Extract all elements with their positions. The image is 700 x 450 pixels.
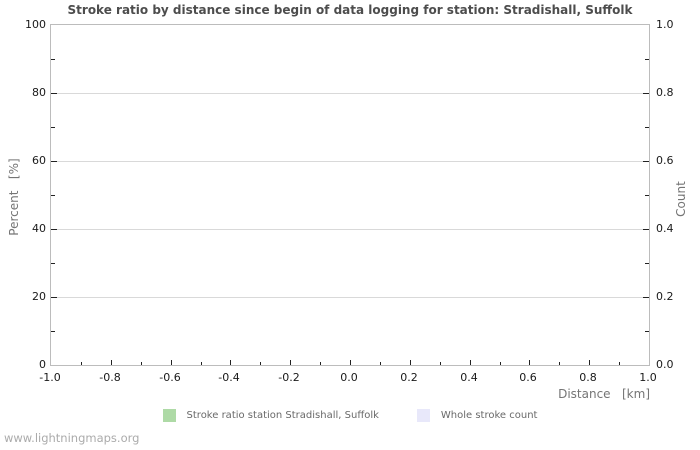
stroke-ratio-swatch (162, 409, 176, 422)
legend-item-whole-stroke-count: Whole stroke count (416, 409, 538, 422)
y-major-tick-right (643, 229, 649, 230)
y-minor-tick-right (645, 331, 649, 332)
legend-item-stroke-ratio: Stroke ratio station Stradishall, Suffol… (162, 409, 379, 422)
whole-stroke-count-swatch (416, 409, 430, 422)
x-major-tick (111, 360, 112, 365)
y-major-tick-left (51, 93, 57, 94)
gridline (51, 297, 649, 298)
y-minor-tick-left (51, 59, 55, 60)
x-minor-tick (81, 362, 82, 365)
y-major-tick-right (643, 297, 649, 298)
y-axis-left-tick-label: 100 (25, 18, 46, 31)
chart-title: Stroke ratio by distance since begin of … (67, 3, 633, 17)
y-axis-right-tick-label: 0.8 (656, 86, 674, 99)
x-major-tick (410, 360, 411, 365)
y-minor-tick-right (645, 263, 649, 264)
y-major-tick-left (51, 297, 57, 298)
x-major-tick (529, 360, 530, 365)
x-axis-tick-label: -1.0 (39, 371, 61, 384)
x-axis-tick-label: 1.0 (639, 371, 657, 384)
x-axis-tick-label: 0.4 (460, 371, 478, 384)
watermark-link[interactable]: www.lightningmaps.org (4, 431, 140, 445)
legend: Stroke ratio station Stradishall, Suffol… (0, 409, 700, 422)
x-major-tick (230, 360, 231, 365)
x-axis-tick-label: -0.6 (159, 371, 181, 384)
x-axis-tick-label: 0.0 (340, 371, 358, 384)
legend-label-whole-stroke-count: Whole stroke count (440, 410, 538, 421)
y-axis-right-tick-label: 0.2 (656, 290, 674, 303)
legend-label-stroke-ratio: Stroke ratio station Stradishall, Suffol… (186, 410, 379, 421)
x-axis-tick-label: -0.4 (218, 371, 240, 384)
gridline (51, 229, 649, 230)
x-axis-tick-label: 0.2 (400, 371, 418, 384)
x-minor-tick (380, 362, 381, 365)
x-major-tick (171, 360, 172, 365)
y-axis-left-tick-label: 40 (32, 222, 46, 235)
x-minor-tick (260, 362, 261, 365)
x-minor-tick (201, 362, 202, 365)
x-axis-tick-label: -0.2 (278, 371, 300, 384)
x-axis-tick-label: 0.8 (579, 371, 597, 384)
x-minor-tick (559, 362, 560, 365)
y-minor-tick-left (51, 195, 55, 196)
gridline (51, 161, 649, 162)
y-minor-tick-left (51, 331, 55, 332)
x-axis-tick-label: 0.6 (519, 371, 537, 384)
y-axis-right-tick-label: 1.0 (656, 18, 674, 31)
y-major-tick-left (51, 161, 57, 162)
y-minor-tick-left (51, 263, 55, 264)
x-minor-tick (440, 362, 441, 365)
x-major-tick (470, 360, 471, 365)
x-minor-tick (320, 362, 321, 365)
y-axis-right-tick-label: 0.4 (656, 222, 674, 235)
y-minor-tick-right (645, 127, 649, 128)
x-minor-tick (141, 362, 142, 365)
y-minor-tick-right (645, 195, 649, 196)
x-axis-title: Distance [km] (558, 387, 650, 401)
y-minor-tick-left (51, 127, 55, 128)
y-axis-left-tick-label: 0 (39, 358, 46, 371)
x-major-tick (350, 360, 351, 365)
y-major-tick-right (643, 93, 649, 94)
y-axis-right-tick-label: 0.0 (656, 358, 674, 371)
gridline (51, 93, 649, 94)
x-minor-tick (619, 362, 620, 365)
y-major-tick-right (643, 161, 649, 162)
y-axis-left-tick-label: 20 (32, 290, 46, 303)
x-minor-tick (500, 362, 501, 365)
y-minor-tick-right (645, 59, 649, 60)
x-major-tick (290, 360, 291, 365)
y-axis-left-tick-label: 80 (32, 86, 46, 99)
y-major-tick-left (51, 229, 57, 230)
x-axis-tick-label: -0.8 (99, 371, 121, 384)
plot-area (50, 24, 650, 366)
y-axis-right-tick-label: 0.6 (656, 154, 674, 167)
x-major-tick (589, 360, 590, 365)
y-axis-left-tick-label: 60 (32, 154, 46, 167)
